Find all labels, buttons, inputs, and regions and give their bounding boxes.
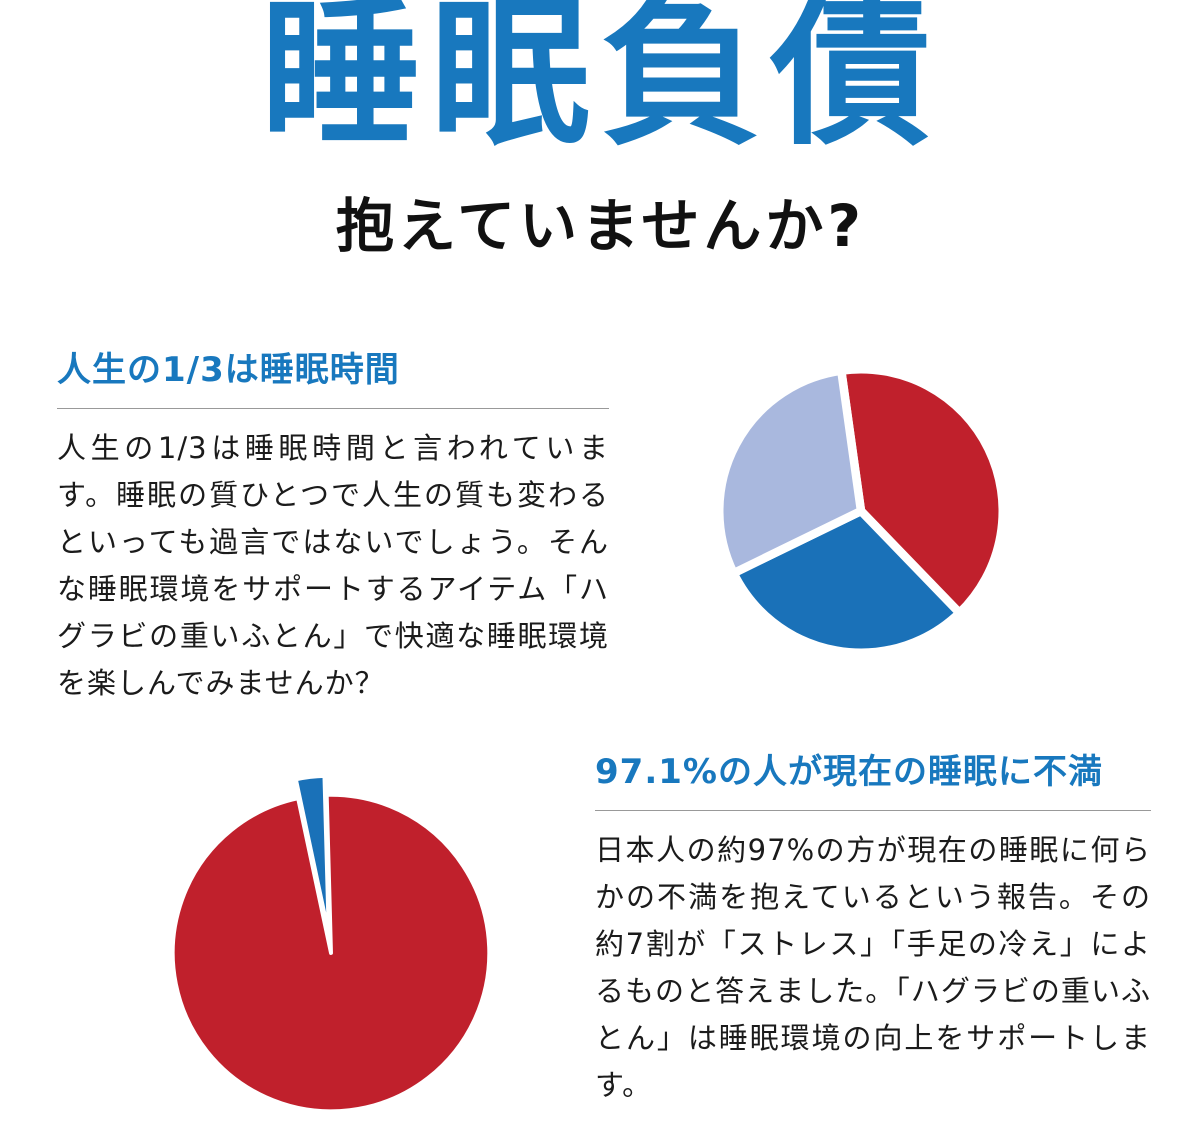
sleep-time-heading: 人生の1/3は睡眠時間: [57, 350, 400, 390]
heading-divider: [57, 407, 609, 409]
dissatisfaction-body: 日本人の約97%の方が現在の睡眠に何らかの不満を抱えているという報告。その約7割…: [595, 832, 1151, 1102]
section-dissatisfaction: 97.1%の人が現在の睡眠に不満 日本人の約97%の方が現在の睡眠に何らかの不満…: [595, 750, 1151, 1109]
section-sleep-time: 人生の1/3は睡眠時間 人生の1/3は睡眠時間と言われています。睡眠の質ひとつで…: [57, 348, 609, 707]
heading-divider: [595, 809, 1151, 811]
life-thirds-pie-chart: [698, 348, 1024, 674]
sleep-time-body: 人生の1/3は睡眠時間と言われています。睡眠の質ひとつで人生の質も変わるといって…: [57, 430, 609, 700]
subtitle: 抱えていませんか?: [335, 192, 865, 260]
dissatisfaction-pie-chart: [149, 771, 513, 1135]
dissatisfaction-heading: 97.1%の人が現在の睡眠に不満: [595, 752, 1103, 792]
main-title: 睡眠負債: [260, 0, 941, 167]
